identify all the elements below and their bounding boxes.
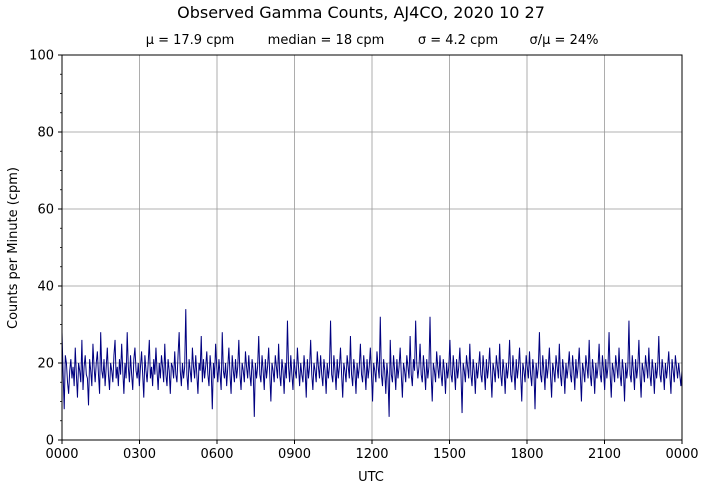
subtitle-sigma: σ = 4.2 cpm	[418, 33, 498, 48]
x-tick-label: 1500	[433, 447, 466, 462]
x-axis-label: UTC	[358, 470, 384, 485]
x-tick-label: 1200	[355, 447, 388, 462]
x-tick-label: 0900	[278, 447, 311, 462]
y-tick-label: 100	[29, 49, 54, 64]
y-tick-label: 20	[37, 357, 54, 372]
y-axis-ticks: 0 20 40 60 80 100	[29, 49, 62, 449]
x-tick-label: 0000	[665, 447, 698, 462]
y-tick-label: 0	[46, 434, 54, 449]
chart-title: Observed Gamma Counts, AJ4CO, 2020 10 27	[177, 3, 545, 22]
series-line	[61, 309, 683, 417]
subtitle-ratio: σ/μ = 24%	[530, 33, 599, 48]
x-tick-label: 0300	[123, 447, 156, 462]
y-tick-label: 60	[37, 203, 54, 218]
y-axis-label: Counts per Minute (cpm)	[6, 167, 21, 329]
y-tick-label: 80	[37, 126, 54, 141]
x-tick-label: 1800	[510, 447, 543, 462]
y-tick-label: 40	[37, 280, 54, 295]
x-tick-label: 0000	[45, 447, 78, 462]
subtitle-median: median = 18 cpm	[268, 33, 385, 48]
subtitle-mean: μ = 17.9 cpm	[146, 33, 235, 48]
x-tick-label: 2100	[588, 447, 621, 462]
x-axis-ticks: 0000 0300 0600 0900 1200 1500 1800 2100 0000	[45, 440, 699, 462]
x-tick-label: 0600	[200, 447, 233, 462]
